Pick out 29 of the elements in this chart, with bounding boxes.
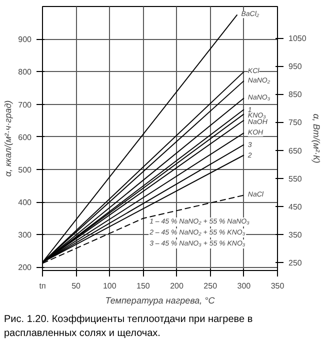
y-tick-label: 900 xyxy=(18,35,32,44)
y-tick-label: 700 xyxy=(18,100,32,110)
y2-tick-label: 850 xyxy=(288,90,302,100)
y-tick-label: 300 xyxy=(18,230,32,240)
x-tick-label: 50 xyxy=(72,282,82,290)
x-tick-label: 150 xyxy=(136,282,150,290)
x-tick-label: 100 xyxy=(102,282,117,290)
y2-tick-label: 750 xyxy=(288,118,302,128)
y-tick-label: 400 xyxy=(18,198,32,208)
x-tick-label: 250 xyxy=(204,282,218,290)
y2-tick-label: 350 xyxy=(288,230,302,240)
x-tick-label: tп xyxy=(39,282,46,290)
y-tick-label: 800 xyxy=(18,68,32,77)
x-axis-title: Температура нагрева, °С xyxy=(105,296,216,306)
y-tick-label: 500 xyxy=(18,165,32,174)
text: Рис. 1.20. Коэффициенты теплоотдачи при нагреве в расплавленных солях и щелочах. xyxy=(4,313,254,342)
y2-axis-title: α, Вт/(м²·К) xyxy=(311,114,322,164)
y2-tick-label: 950 xyxy=(288,62,302,72)
x-tick-label: 350 xyxy=(270,282,285,290)
y2-tick-label: 550 xyxy=(288,174,302,184)
y2-tick-label: 650 xyxy=(288,146,302,156)
y-axis-title: α, ккал/(м²·ч·град) xyxy=(3,100,14,177)
y2-tick-label: 450 xyxy=(288,202,302,212)
y-tick-label: 200 xyxy=(18,263,32,272)
x-tick-label: 300 xyxy=(237,282,252,290)
y-tick-label: 600 xyxy=(18,132,32,142)
y2-tick-label: 1050 xyxy=(288,34,307,44)
x-tick-label: 200 xyxy=(170,282,184,290)
y2-tick-label: 250 xyxy=(288,258,302,268)
